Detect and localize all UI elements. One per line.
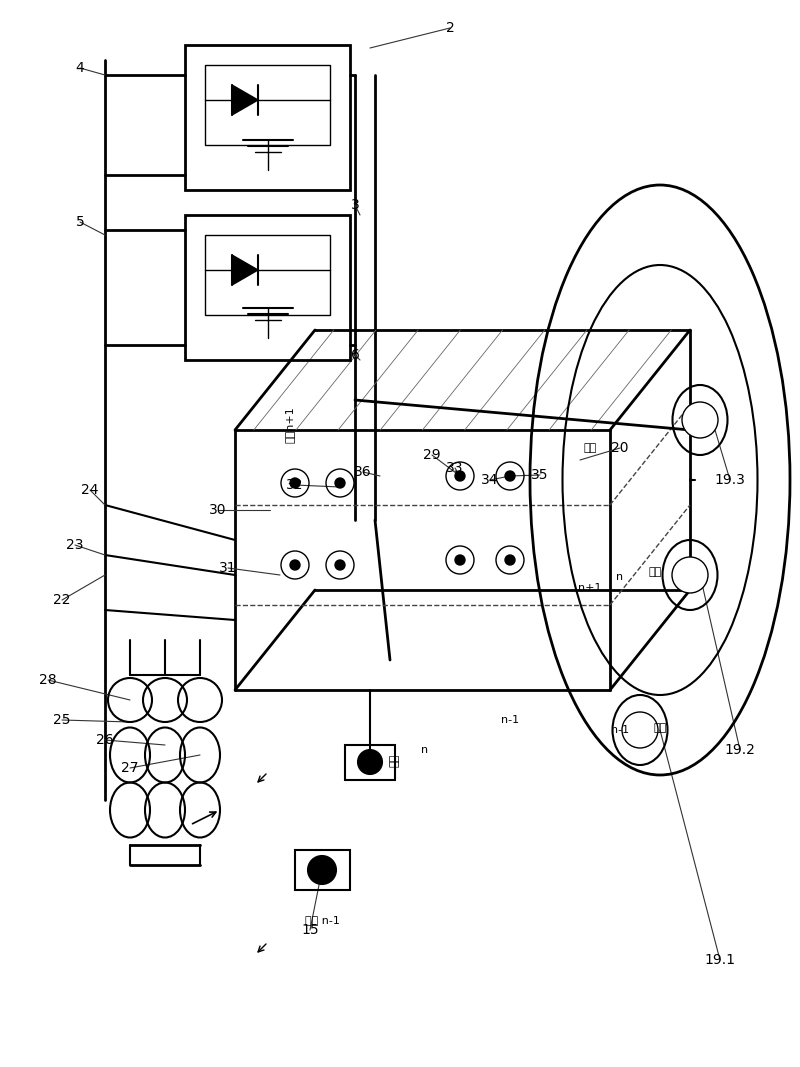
Text: 旁路: 旁路 — [583, 443, 597, 453]
Polygon shape — [232, 85, 258, 115]
Text: 6: 6 — [350, 348, 359, 362]
Text: 32: 32 — [286, 478, 304, 492]
Text: 19.2: 19.2 — [725, 743, 755, 757]
Circle shape — [682, 402, 718, 437]
Text: 3: 3 — [350, 198, 359, 212]
Text: 29: 29 — [423, 448, 441, 462]
Circle shape — [358, 750, 382, 774]
Text: 23: 23 — [66, 538, 84, 552]
Text: n: n — [422, 745, 429, 755]
Text: 36: 36 — [354, 465, 372, 479]
Text: 19.1: 19.1 — [705, 953, 735, 967]
Bar — [185, 45, 350, 190]
Text: n-1: n-1 — [611, 724, 629, 735]
Circle shape — [290, 560, 300, 570]
Polygon shape — [232, 255, 258, 285]
Text: 抽头n+1: 抽头n+1 — [285, 407, 295, 444]
Text: 33: 33 — [446, 461, 464, 475]
Text: 30: 30 — [210, 503, 226, 517]
Bar — [345, 745, 395, 780]
Text: 15: 15 — [301, 923, 319, 937]
Text: 旁路: 旁路 — [648, 567, 662, 577]
Circle shape — [335, 478, 345, 488]
Text: 31: 31 — [219, 561, 237, 575]
Text: 2: 2 — [446, 21, 454, 35]
Circle shape — [308, 856, 336, 883]
Text: 24: 24 — [82, 483, 98, 497]
Text: 旁路: 旁路 — [654, 723, 666, 733]
Text: 5: 5 — [76, 214, 84, 229]
Circle shape — [455, 471, 465, 481]
Text: 35: 35 — [531, 468, 549, 482]
Text: 19.3: 19.3 — [714, 473, 746, 487]
Text: 28: 28 — [39, 673, 57, 687]
Circle shape — [317, 865, 327, 875]
Circle shape — [505, 471, 515, 481]
Text: 20: 20 — [611, 441, 629, 455]
Bar — [295, 850, 350, 890]
Circle shape — [672, 557, 708, 593]
Text: 26: 26 — [96, 733, 114, 747]
Text: 4: 4 — [76, 61, 84, 75]
Text: 25: 25 — [54, 713, 70, 727]
Circle shape — [290, 478, 300, 488]
Circle shape — [455, 555, 465, 566]
Circle shape — [622, 712, 658, 748]
Text: n: n — [617, 572, 623, 582]
Text: 34: 34 — [482, 473, 498, 487]
Text: 抽头 n-1: 抽头 n-1 — [305, 915, 339, 925]
Bar — [185, 214, 350, 360]
Text: n+1: n+1 — [578, 583, 602, 593]
Text: 27: 27 — [122, 761, 138, 775]
Bar — [205, 235, 330, 315]
Circle shape — [335, 560, 345, 570]
Text: n-1: n-1 — [501, 715, 519, 724]
Text: 抽头: 抽头 — [390, 753, 400, 766]
Text: 22: 22 — [54, 593, 70, 607]
Bar — [205, 65, 330, 145]
Circle shape — [505, 555, 515, 566]
